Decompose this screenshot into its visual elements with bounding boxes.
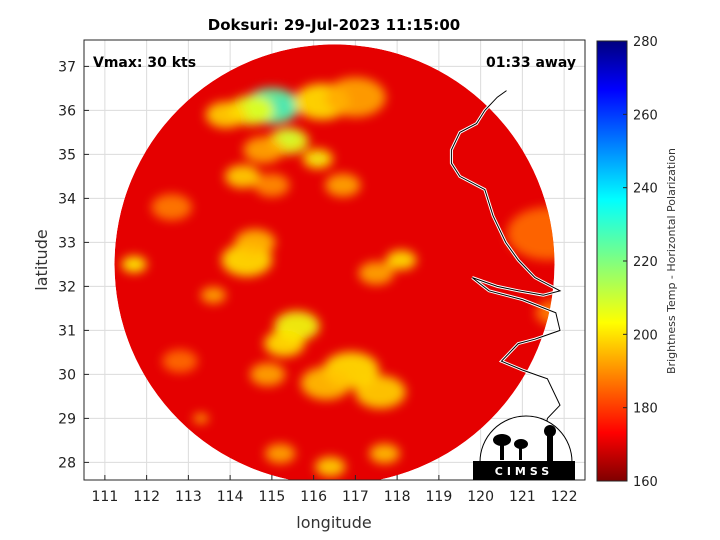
x-axis-label: longitude bbox=[296, 513, 371, 532]
brightness-feature bbox=[205, 101, 247, 128]
brightness-feature bbox=[265, 443, 296, 464]
x-tick-label: 120 bbox=[467, 489, 494, 505]
x-tick-label: 112 bbox=[133, 489, 160, 505]
brightness-feature bbox=[162, 349, 198, 373]
coastline-inner bbox=[450, 90, 562, 454]
x-tick-label: 113 bbox=[175, 489, 202, 505]
brightness-feature bbox=[200, 286, 227, 304]
time-away-annotation: 01:33 away bbox=[486, 55, 576, 71]
logo-dish-left bbox=[493, 434, 511, 446]
brightness-feature bbox=[243, 136, 284, 164]
x-axis-ticks: 111 112 113 114 115 116 117 118 119 120 121 122 bbox=[92, 475, 578, 505]
logo-dish-right-stand bbox=[519, 447, 522, 460]
x-tick-label: 119 bbox=[426, 489, 453, 505]
brightness-feature bbox=[315, 456, 346, 477]
brightness-feature bbox=[369, 443, 400, 464]
y-tick-label: 34 bbox=[58, 191, 76, 207]
colorbar-tick-label: 260 bbox=[633, 108, 658, 123]
colorbar-tick-label: 280 bbox=[633, 35, 658, 50]
y-tick-label: 37 bbox=[58, 59, 76, 75]
brightness-feature bbox=[234, 229, 276, 256]
y-axis-label: latitude bbox=[32, 229, 51, 290]
x-tick-label: 118 bbox=[384, 489, 411, 505]
brightness-feature bbox=[249, 362, 286, 386]
x-tick-label: 111 bbox=[92, 489, 119, 505]
colorbar-ticks: 160 180 200 220 240 260 280 bbox=[623, 35, 658, 490]
logo-banner bbox=[473, 461, 575, 480]
cimss-logo: CIMSS bbox=[473, 415, 575, 480]
brightness-feature bbox=[224, 164, 261, 188]
chart-title: Doksuri: 29-Jul-2023 11:15:00 bbox=[208, 16, 460, 34]
brightness-feature bbox=[254, 173, 290, 197]
axes-frame bbox=[83, 39, 586, 481]
y-tick-label: 36 bbox=[58, 103, 76, 119]
colorbar-tick-label: 200 bbox=[633, 328, 658, 343]
swath-disk bbox=[114, 44, 555, 480]
colorbar-tick-label: 220 bbox=[633, 255, 658, 270]
x-tick-label: 117 bbox=[342, 489, 369, 505]
colorbar bbox=[596, 40, 628, 482]
y-tick-label: 33 bbox=[58, 235, 76, 251]
y-axis-ticks: 28 29 30 31 32 33 34 35 36 37 bbox=[58, 59, 89, 471]
brightness-feature bbox=[325, 77, 386, 117]
brightness-feature bbox=[325, 173, 361, 197]
brightness-features bbox=[121, 77, 555, 477]
colorbar-label: Brightness Temp - Horizontal Polarizatio… bbox=[665, 148, 678, 374]
logo-tower-top bbox=[544, 425, 556, 437]
brightness-feature bbox=[151, 194, 192, 221]
swath-layer bbox=[114, 44, 555, 480]
brightness-feature bbox=[300, 366, 352, 400]
y-tick-label: 35 bbox=[58, 147, 76, 163]
brightness-feature bbox=[121, 256, 147, 273]
x-tick-label: 116 bbox=[300, 489, 327, 505]
y-tick-label: 31 bbox=[58, 323, 76, 339]
logo-dish-left-stand bbox=[500, 444, 504, 460]
brightness-feature bbox=[193, 413, 209, 424]
y-tick-label: 32 bbox=[58, 279, 76, 295]
brightness-feature bbox=[264, 330, 305, 357]
brightness-feature bbox=[386, 250, 417, 270]
brightness-feature bbox=[358, 261, 394, 285]
colorbar-tick-label: 180 bbox=[633, 402, 658, 417]
brightness-feature bbox=[355, 375, 406, 409]
colorbar-tick-label: 240 bbox=[633, 182, 658, 197]
brightness-feature bbox=[302, 148, 333, 169]
vmax-annotation: Vmax: 30 kts bbox=[93, 55, 196, 71]
brightness-feature bbox=[506, 207, 555, 261]
plot-area bbox=[84, 40, 585, 480]
colorbar-tick-label: 160 bbox=[633, 475, 658, 490]
brightness-feature bbox=[535, 299, 555, 326]
x-tick-label: 115 bbox=[259, 489, 286, 505]
x-tick-label: 121 bbox=[509, 489, 536, 505]
logo-text: CIMSS bbox=[495, 465, 553, 478]
x-tick-label: 122 bbox=[551, 489, 578, 505]
y-tick-label: 28 bbox=[58, 455, 76, 471]
y-tick-label: 30 bbox=[58, 367, 76, 383]
x-tick-label: 114 bbox=[217, 489, 244, 505]
y-tick-label: 29 bbox=[58, 411, 76, 427]
logo-tower bbox=[547, 435, 553, 461]
logo-dish-right bbox=[514, 439, 528, 449]
